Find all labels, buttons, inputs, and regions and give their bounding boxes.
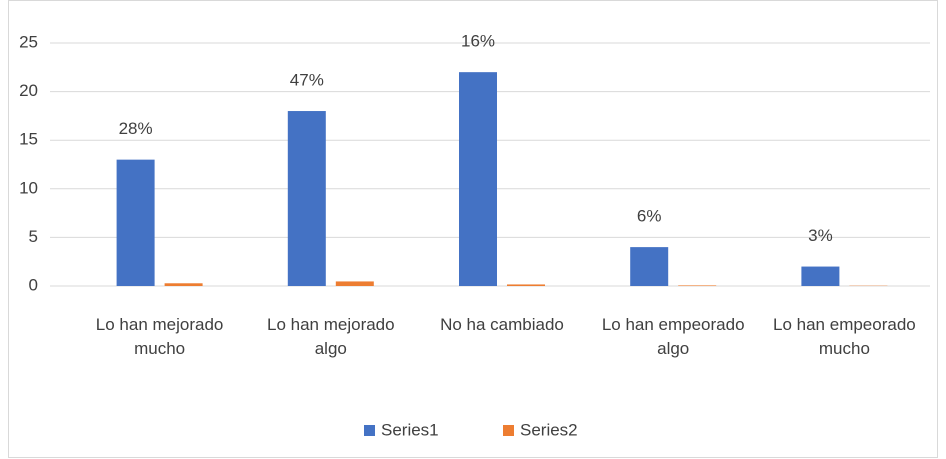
y-tick-label: 5 — [29, 227, 38, 246]
x-tick-label: Lo han mejorado mucho — [95, 315, 224, 358]
legend-label: Series1 — [381, 420, 439, 439]
y-tick-label: 10 — [19, 178, 38, 197]
bar — [164, 283, 203, 286]
data-label: 3% — [808, 226, 833, 245]
legend-label: Series2 — [520, 420, 578, 439]
legend-swatch — [503, 425, 514, 436]
bar — [801, 266, 840, 286]
y-tick-label: 0 — [29, 275, 38, 294]
chart-border — [8, 0, 938, 458]
data-label: 28% — [119, 119, 153, 138]
y-tick-label: 15 — [19, 130, 38, 149]
bar — [335, 281, 374, 286]
bar — [630, 247, 669, 286]
bar — [678, 285, 717, 286]
x-tick-label: No ha cambiado — [440, 315, 564, 334]
data-label: 47% — [290, 71, 324, 90]
bar — [287, 111, 326, 286]
x-tick-label: Lo han mejorado algo — [267, 315, 395, 358]
legend-swatch — [364, 425, 375, 436]
bar — [507, 284, 545, 286]
y-tick-label: 20 — [19, 81, 38, 100]
data-label: 6% — [637, 207, 662, 226]
x-tick-label: Lo han empeorado algo — [601, 315, 745, 358]
x-tick-label: Lo han empeorado mucho — [773, 315, 916, 358]
bar — [459, 72, 497, 286]
data-label: 16% — [461, 32, 495, 51]
y-tick-label: 25 — [19, 32, 38, 51]
bar — [116, 159, 155, 286]
